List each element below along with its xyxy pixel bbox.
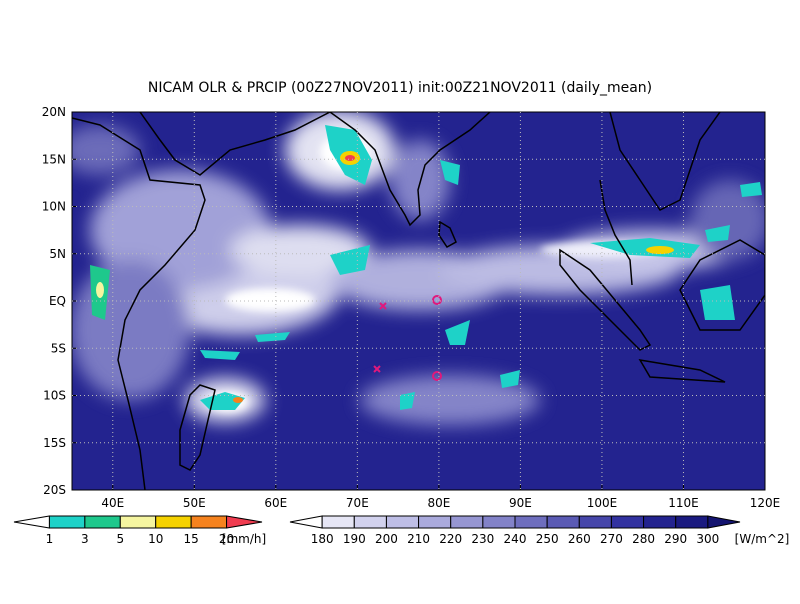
colorbar-box [155,515,192,529]
colorbar-over [226,515,263,529]
colorbar-under [13,515,50,529]
colorbar-over [707,515,741,529]
colorbar-box [450,515,484,529]
x-tick-label: 90E [509,496,532,510]
colorbar-box [119,515,157,529]
colorbar-label: 240 [504,532,527,546]
colorbar-under [289,515,323,529]
map-field [72,112,765,490]
colorbar-box [578,515,612,529]
colorbar-label: 15 [184,532,199,546]
colorbar-label: 300 [696,532,719,546]
y-tick-label: 5S [51,341,66,355]
markers [373,295,442,381]
colorbar-box [514,515,548,529]
x-tick-label: 70E [346,496,369,510]
colorbar-box [610,515,645,529]
colorbar-label: 280 [632,532,655,546]
colorbar-label: 5 [116,532,124,546]
colorbar-box [675,515,709,529]
y-tick-label: 5N [49,247,66,261]
x-tick-label: 110E [668,496,699,510]
colorbar-box [546,515,580,529]
colorbar-label: 270 [600,532,623,546]
y-tick-label: EQ [49,294,66,308]
y-tick-label: 20N [42,105,66,119]
colorbar-label: 1 [46,532,54,546]
chart-title: NICAM OLR & PRCIP (00Z27NOV2011) init:00… [148,80,652,96]
colorbar-label: 250 [536,532,559,546]
colorbar-label: 210 [407,532,430,546]
y-tick-label: 20S [43,483,66,497]
colorbar-label: 200 [375,532,398,546]
colorbar-unit: [W/m^2] [735,532,790,546]
y-tick-label: 10N [42,200,66,214]
colorbar-unit: [mm/h] [222,532,266,546]
colorbar-label: 290 [664,532,687,546]
colorbar-label: 220 [439,532,462,546]
colorbar-box [418,515,452,529]
x-tick-label: 100E [587,496,618,510]
colorbar-box [84,515,121,529]
coastlines [72,112,765,490]
colorbar-label: 260 [568,532,591,546]
colorbar-box [385,515,420,529]
colorbar-label: 20 [219,532,234,546]
y-tick-label: 15S [43,436,66,450]
colorbar-box [321,515,355,529]
x-tick-label: 60E [264,496,287,510]
colorbar-box [190,515,228,529]
colorbar-box [643,515,677,529]
colorbar-label: 10 [148,532,163,546]
colorbar-label: 180 [311,532,334,546]
x-tick-label: 40E [101,496,124,510]
colorbar-label: 190 [343,532,366,546]
colorbar-label: 3 [81,532,89,546]
y-tick-label: 10S [43,389,66,403]
colorbar-box [482,515,516,529]
x-tick-label: 80E [427,496,450,510]
colorbar-box [353,515,387,529]
colorbar-label: 230 [471,532,494,546]
precip-patches [90,125,762,410]
x-tick-label: 50E [183,496,206,510]
x-tick-label: 120E [750,496,781,510]
y-tick-label: 15N [42,152,66,166]
colorbar-box [48,515,86,529]
